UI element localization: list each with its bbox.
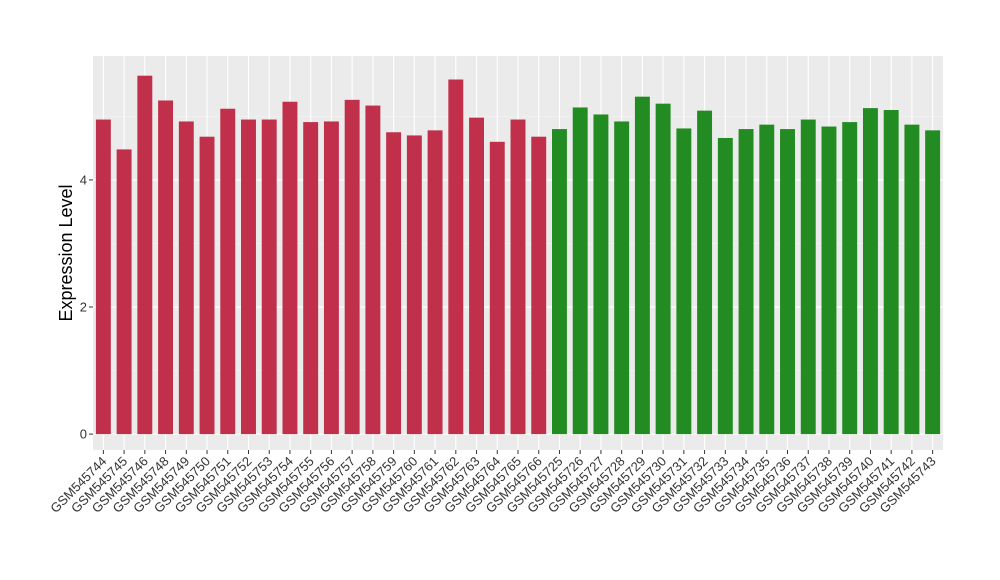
x-axis: GSM545744GSM545745GSM545746GSM545748GSM5…	[47, 450, 939, 516]
bar-GSM545731	[676, 128, 692, 435]
bar-GSM545728	[614, 121, 630, 435]
bar-GSM545751	[220, 108, 236, 435]
bar-GSM545756	[323, 121, 339, 435]
bar-GSM545752	[241, 119, 256, 435]
bar-GSM545749	[178, 121, 194, 435]
bar-GSM545754	[282, 101, 298, 435]
bar-GSM545750	[199, 136, 215, 435]
bar-GSM545742	[904, 124, 920, 435]
bar-GSM545729	[634, 96, 650, 435]
bar-GSM545735	[759, 124, 775, 435]
bar-GSM545744	[95, 119, 111, 435]
bar-GSM545734	[738, 129, 754, 435]
bar-GSM545743	[925, 130, 941, 435]
bar-GSM545726	[572, 107, 588, 435]
bar-GSM545730	[655, 103, 671, 435]
bar-GSM545753	[261, 119, 277, 435]
bar-GSM545739	[842, 122, 858, 435]
y-axis-title: Expression Level	[56, 184, 76, 321]
bar-GSM545764	[489, 141, 505, 435]
bar-GSM545738	[821, 126, 837, 435]
bar-GSM545761	[427, 130, 443, 435]
bar-GSM545746	[137, 75, 153, 435]
bar-GSM545757	[344, 99, 360, 435]
y-tick-label: 0	[80, 427, 87, 442]
bar-GSM545727	[593, 114, 609, 435]
bar-GSM545725	[552, 129, 567, 435]
bar-GSM545745	[116, 149, 132, 435]
bar-GSM545737	[800, 119, 816, 435]
bar-GSM545733	[717, 137, 733, 435]
bar-GSM545732	[697, 110, 713, 435]
bar-GSM545760	[406, 135, 422, 435]
bar-GSM545741	[883, 110, 899, 435]
bar-GSM545755	[303, 122, 319, 435]
bar-GSM545758	[365, 105, 381, 435]
bar-GSM545736	[780, 129, 795, 435]
bar-GSM545740	[862, 108, 878, 435]
bar-GSM545766	[531, 136, 547, 435]
y-tick-label: 4	[80, 172, 87, 187]
bar-GSM545765	[510, 119, 526, 435]
bar-GSM545762	[448, 79, 464, 435]
y-tick-label: 2	[80, 300, 87, 315]
bar-GSM545763	[469, 117, 484, 435]
y-axis: 0 2 4	[80, 172, 93, 442]
bar-GSM545748	[158, 100, 174, 435]
bar-GSM545759	[386, 132, 402, 435]
bars	[95, 75, 941, 435]
